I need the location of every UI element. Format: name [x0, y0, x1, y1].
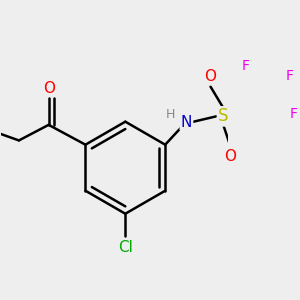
- Text: O: O: [205, 69, 217, 84]
- Text: H: H: [166, 108, 176, 122]
- Text: S: S: [218, 107, 229, 125]
- Text: F: F: [242, 59, 250, 73]
- Text: N: N: [181, 115, 192, 130]
- Text: Cl: Cl: [118, 240, 133, 255]
- Text: F: F: [290, 107, 298, 121]
- Text: F: F: [286, 69, 294, 83]
- Text: O: O: [43, 80, 55, 95]
- Text: O: O: [224, 148, 236, 164]
